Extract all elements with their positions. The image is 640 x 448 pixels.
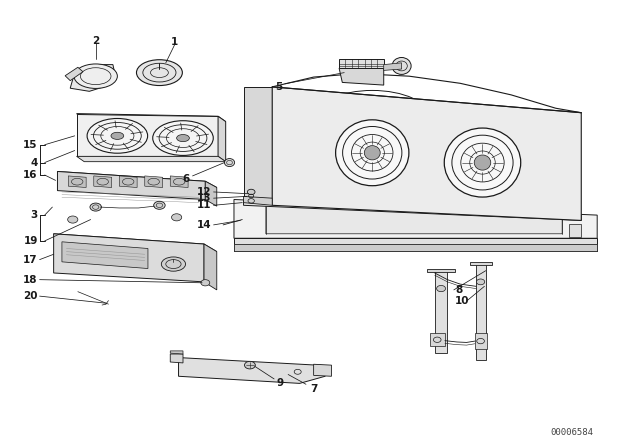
Text: 12: 12 [197,187,212,197]
Polygon shape [234,244,597,251]
Ellipse shape [335,120,409,186]
Polygon shape [70,65,115,91]
Polygon shape [119,176,137,188]
Polygon shape [145,176,163,188]
Polygon shape [65,67,83,81]
Polygon shape [234,199,597,238]
Polygon shape [77,156,226,162]
Polygon shape [234,244,597,251]
Text: 19: 19 [23,236,38,246]
Ellipse shape [444,128,521,197]
Text: 14: 14 [197,220,212,230]
Polygon shape [170,351,183,354]
Ellipse shape [153,121,213,155]
Text: 1: 1 [171,37,179,47]
Polygon shape [234,238,597,251]
Polygon shape [384,63,401,70]
Polygon shape [77,114,226,121]
Polygon shape [314,364,332,376]
Ellipse shape [172,214,182,221]
Polygon shape [205,181,217,206]
Polygon shape [435,271,447,353]
Polygon shape [94,176,111,188]
Polygon shape [62,242,148,268]
Ellipse shape [247,189,255,194]
Text: 15: 15 [23,140,38,150]
Ellipse shape [68,216,78,223]
Text: 10: 10 [455,296,470,306]
Text: 2: 2 [92,35,99,46]
Polygon shape [244,196,272,205]
Ellipse shape [136,60,182,86]
Polygon shape [204,244,217,290]
Ellipse shape [436,285,445,292]
Polygon shape [58,172,205,199]
Polygon shape [272,87,581,220]
Ellipse shape [154,201,165,209]
Text: 8: 8 [455,285,462,295]
Text: 11: 11 [197,200,212,210]
Polygon shape [470,262,492,265]
Polygon shape [476,264,486,360]
Text: 5: 5 [275,82,282,92]
Ellipse shape [74,64,117,88]
Ellipse shape [161,257,186,271]
Polygon shape [244,87,272,199]
Text: 6: 6 [182,174,190,185]
Text: 20: 20 [23,291,38,301]
Text: 3: 3 [31,210,38,220]
Polygon shape [54,234,217,252]
Text: 7: 7 [310,384,317,394]
Polygon shape [266,204,562,234]
Polygon shape [179,358,325,383]
Polygon shape [568,224,581,237]
Polygon shape [218,116,226,162]
Text: 9: 9 [277,378,284,388]
Polygon shape [339,59,384,68]
Ellipse shape [87,118,148,153]
Polygon shape [475,333,487,349]
Polygon shape [170,354,183,363]
Polygon shape [244,199,581,220]
Ellipse shape [392,57,411,74]
Ellipse shape [244,362,255,369]
Ellipse shape [474,155,491,170]
Text: 00006584: 00006584 [550,428,593,437]
Text: 17: 17 [23,254,38,265]
Ellipse shape [201,280,210,286]
Polygon shape [170,176,188,188]
Polygon shape [339,68,384,85]
Text: 16: 16 [23,170,38,180]
Polygon shape [427,268,455,272]
Ellipse shape [225,159,235,167]
Ellipse shape [111,132,124,139]
Ellipse shape [364,146,380,160]
Polygon shape [68,176,86,188]
Polygon shape [54,234,204,282]
Polygon shape [77,114,218,156]
Polygon shape [429,333,445,346]
Polygon shape [58,172,217,188]
Text: 4: 4 [30,158,38,168]
Ellipse shape [476,279,484,285]
Text: 18: 18 [23,275,38,284]
Text: 13: 13 [197,193,212,203]
Ellipse shape [177,134,189,142]
Ellipse shape [90,203,101,211]
